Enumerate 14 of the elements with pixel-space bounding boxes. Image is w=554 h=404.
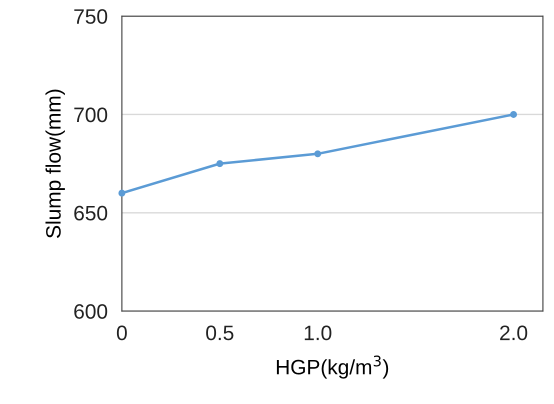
y-tick-label: 700	[74, 107, 108, 122]
y-axis-title: Slump flow(mm)	[45, 90, 65, 238]
point	[314, 150, 322, 158]
y-tick-label: 600	[74, 304, 108, 319]
point	[216, 160, 224, 168]
point	[118, 190, 126, 197]
x-tick-label: 0	[116, 326, 127, 340]
x-tick-label: 0.5	[206, 326, 234, 340]
y-tick-label: 750	[74, 9, 108, 24]
x-axis-title: HGP(kg/m$^{3}$)	[276, 356, 388, 379]
x-tick-label: 2.0	[500, 326, 528, 340]
point	[510, 110, 518, 118]
x-tick-label: 1.0	[304, 326, 332, 340]
y-tick-label: 650	[74, 206, 108, 221]
